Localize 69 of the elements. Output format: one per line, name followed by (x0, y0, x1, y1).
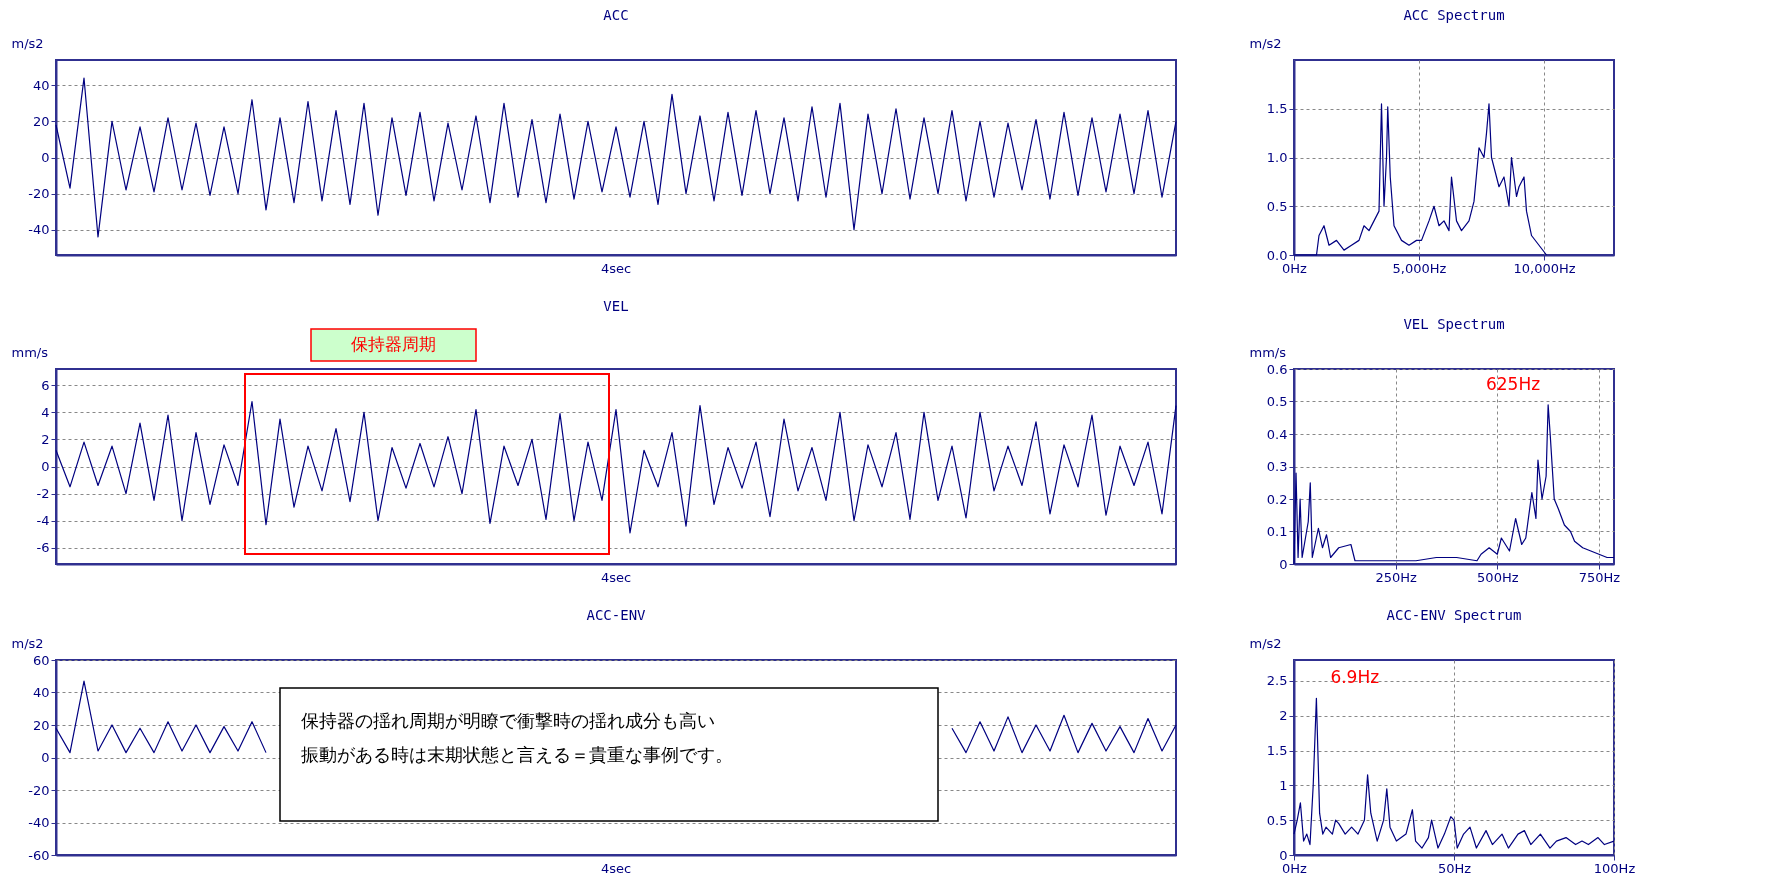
x-tick-label: 0Hz (1282, 860, 1308, 876)
annotation: 保持器の揺れ周期が明瞭で衝撃時の揺れ成分も高い (301, 710, 715, 731)
y-tick-label: 0.5 (1266, 812, 1288, 828)
line-series (1293, 103, 1548, 256)
x-tick-label: 500Hz (1477, 569, 1519, 585)
y-tick-label: 20 (32, 717, 50, 733)
y-tick-label: 0 (1279, 556, 1288, 572)
chart-title: ACC-ENV Spectrum (1386, 607, 1522, 623)
y-tick-label: -6 (36, 540, 50, 556)
y-tick-label: 40 (32, 685, 50, 700)
y-axis-title: m/s2 (1249, 35, 1282, 51)
chart-title: VEL Spectrum (1403, 316, 1505, 332)
y-tick-label: 2.5 (1266, 673, 1288, 689)
chart-title: ACC-ENV (586, 607, 647, 623)
y-tick-label: 6 (41, 377, 50, 393)
chart-title: VEL (603, 298, 629, 315)
y-tick-label: -2 (36, 486, 50, 502)
y-axis-title: m/s2 (11, 635, 44, 651)
y-tick-label: 0 (41, 459, 50, 474)
y-tick-label: 20 (32, 113, 50, 129)
y-tick-label: 0.3 (1266, 459, 1288, 474)
y-tick-label: -20 (28, 186, 50, 202)
y-tick-label: 0.0 (1266, 247, 1288, 263)
y-tick-label: 4 (41, 404, 50, 420)
y-tick-label: 60 (32, 652, 50, 668)
line-series (55, 77, 1177, 238)
x-tick-label: 10,000Hz (1513, 260, 1576, 276)
y-tick-label: 0 (41, 150, 50, 165)
annotation: 振動がある時は末期状態と言える＝貴重な事例です。 (301, 744, 733, 765)
x-tick-label: 5,000Hz (1392, 260, 1447, 276)
y-tick-label: -40 (28, 222, 50, 238)
y-tick-label: 0.6 (1266, 361, 1288, 377)
annotation: 6.9Hz (1330, 667, 1380, 688)
text: 4sec (600, 261, 632, 276)
y-axis-title: m/s2 (1249, 635, 1282, 651)
x-tick-label: 50Hz (1437, 860, 1472, 876)
y-tick-label: -4 (36, 513, 50, 529)
y-tick-label: 2 (1279, 708, 1288, 724)
y-tick-label: 1 (1279, 777, 1288, 793)
text: 保持器周期 (350, 334, 436, 354)
y-tick-label: 0.5 (1266, 198, 1288, 214)
y-tick-label: 0 (1279, 847, 1288, 863)
y-tick-label: 0.1 (1266, 524, 1288, 539)
y-tick-label: 0.4 (1266, 426, 1288, 442)
chart-title: ACC (603, 7, 629, 23)
y-tick-label: 1.0 (1266, 150, 1288, 165)
x-tick-label: 0Hz (1282, 260, 1308, 276)
annotation: 625Hz (1485, 373, 1541, 394)
line-series (55, 400, 1177, 534)
text: 4sec (600, 570, 632, 585)
y-tick-label: -40 (28, 815, 50, 830)
y-tick-label: -60 (28, 847, 50, 863)
y-tick-label: 2 (41, 431, 50, 447)
y-tick-label: 0.2 (1266, 491, 1288, 507)
y-axis-title: m/s2 (11, 35, 44, 51)
text: 4sec (600, 861, 632, 876)
y-tick-label: 1.5 (1266, 101, 1288, 117)
y-tick-label: 40 (32, 77, 50, 93)
y-tick-label: 0.5 (1266, 394, 1288, 409)
chart-title: ACC Spectrum (1403, 7, 1505, 23)
y-tick-label: -20 (28, 782, 50, 798)
y-tick-label: 0 (41, 750, 50, 765)
y-axis-title: mm/s (1249, 344, 1287, 360)
x-tick-label: 750Hz (1578, 569, 1621, 585)
x-tick-label: 250Hz (1375, 569, 1418, 585)
line-series (1293, 697, 1615, 849)
x-tick-label: 100Hz (1593, 860, 1636, 876)
y-axis-title: mm/s (11, 344, 49, 360)
y-tick-label: 1.5 (1266, 743, 1288, 759)
